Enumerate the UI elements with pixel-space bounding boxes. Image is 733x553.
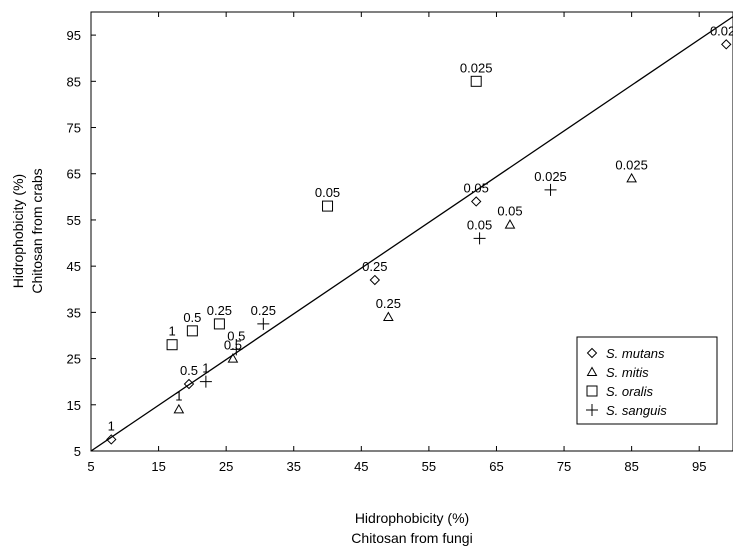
data-point xyxy=(183,378,195,390)
x-axis-title-line-1: Hidrophobicity (%) xyxy=(355,510,469,526)
legend-marker xyxy=(586,404,598,416)
x-tick-label: 65 xyxy=(489,459,503,474)
data-point xyxy=(257,317,270,330)
point-label: 0.025 xyxy=(460,60,493,75)
data-point xyxy=(470,196,482,207)
point-label: 0.5 xyxy=(227,328,245,343)
legend-marker xyxy=(586,385,598,397)
data-point xyxy=(230,343,243,356)
x-tick-label: 45 xyxy=(354,459,368,474)
point-label: 0.025 xyxy=(615,157,648,172)
y-axis-title-line-1: Hidrophobicity (%) xyxy=(10,174,26,288)
legend: S. mutans S. mitis S. oralis S. sanguis xyxy=(576,336,718,425)
y-tick-label: 25 xyxy=(67,352,81,367)
x-tick-label: 5 xyxy=(87,459,94,474)
y-tick-label: 35 xyxy=(67,305,81,320)
legend-label: S. sanguis xyxy=(606,403,667,418)
data-point xyxy=(227,353,239,363)
data-point xyxy=(213,318,225,330)
data-point xyxy=(199,375,212,388)
y-tick-label: 85 xyxy=(67,74,81,89)
point-label: 0.5 xyxy=(224,338,242,353)
point-label: 0.05 xyxy=(315,185,340,200)
y-tick-label: 65 xyxy=(67,167,81,182)
legend-label: S. mitis xyxy=(606,365,649,380)
legend-box xyxy=(576,336,718,425)
point-label: 0.05 xyxy=(464,180,489,195)
point-label: 0.5 xyxy=(183,310,201,325)
x-tick-label: 75 xyxy=(557,459,571,474)
reference-line xyxy=(91,16,733,451)
x-tick-label: 25 xyxy=(219,459,233,474)
point-label: 0.5 xyxy=(180,363,198,378)
data-point xyxy=(186,325,198,337)
x-tick-label: 55 xyxy=(422,459,436,474)
point-label: 0.25 xyxy=(362,259,387,274)
y-tick-label: 55 xyxy=(67,213,81,228)
x-axis-title-line-2: Chitosan from fungi xyxy=(351,530,472,546)
data-point xyxy=(470,75,482,87)
point-labels: 10.50.250.050.02510.50.250.050.02510.50.… xyxy=(108,23,733,433)
data-layer xyxy=(91,16,733,451)
legend-marker xyxy=(586,347,598,359)
data-point xyxy=(322,200,334,212)
point-label: 1 xyxy=(108,418,115,433)
point-label: 1 xyxy=(175,388,182,403)
point-label: 0.05 xyxy=(467,217,492,232)
point-label: 0.025 xyxy=(710,23,733,38)
legend-label: S. oralis xyxy=(606,384,653,399)
y-tick-label: 75 xyxy=(67,121,81,136)
x-tick-label: 15 xyxy=(151,459,165,474)
data-point xyxy=(382,311,394,321)
point-label: 1 xyxy=(168,324,175,339)
data-point xyxy=(473,232,486,245)
x-tick-label: 95 xyxy=(692,459,706,474)
data-point xyxy=(626,172,637,183)
point-label: 0.25 xyxy=(251,303,276,318)
y-tick-label: 5 xyxy=(74,444,81,459)
data-point xyxy=(369,274,381,286)
data-point xyxy=(504,219,516,229)
plot-frame xyxy=(90,11,733,452)
x-tick-label: 35 xyxy=(287,459,301,474)
y-tick-label: 45 xyxy=(67,259,81,274)
point-label: 0.25 xyxy=(207,303,232,318)
y-tick-label: 95 xyxy=(67,28,81,43)
legend-marker xyxy=(586,366,598,376)
data-point xyxy=(721,39,732,50)
y-axis-title-line-2: Chitosan from crabs xyxy=(29,168,45,293)
data-point xyxy=(173,403,185,414)
x-tick-label: 85 xyxy=(624,459,638,474)
point-label: 0.25 xyxy=(376,296,401,311)
data-point xyxy=(166,339,178,351)
point-label: 1 xyxy=(202,361,209,376)
point-label: 0.05 xyxy=(497,204,522,219)
y-tick-label: 15 xyxy=(67,398,81,413)
point-label: 0.025 xyxy=(534,169,567,184)
legend-label: S. mutans xyxy=(606,346,665,361)
data-point xyxy=(544,183,557,196)
data-point xyxy=(106,434,117,445)
axes: 5 15 25 35 45 55 65 75 85 95 5 15 25 35 45 55 65 75 85 95 xyxy=(67,11,733,474)
